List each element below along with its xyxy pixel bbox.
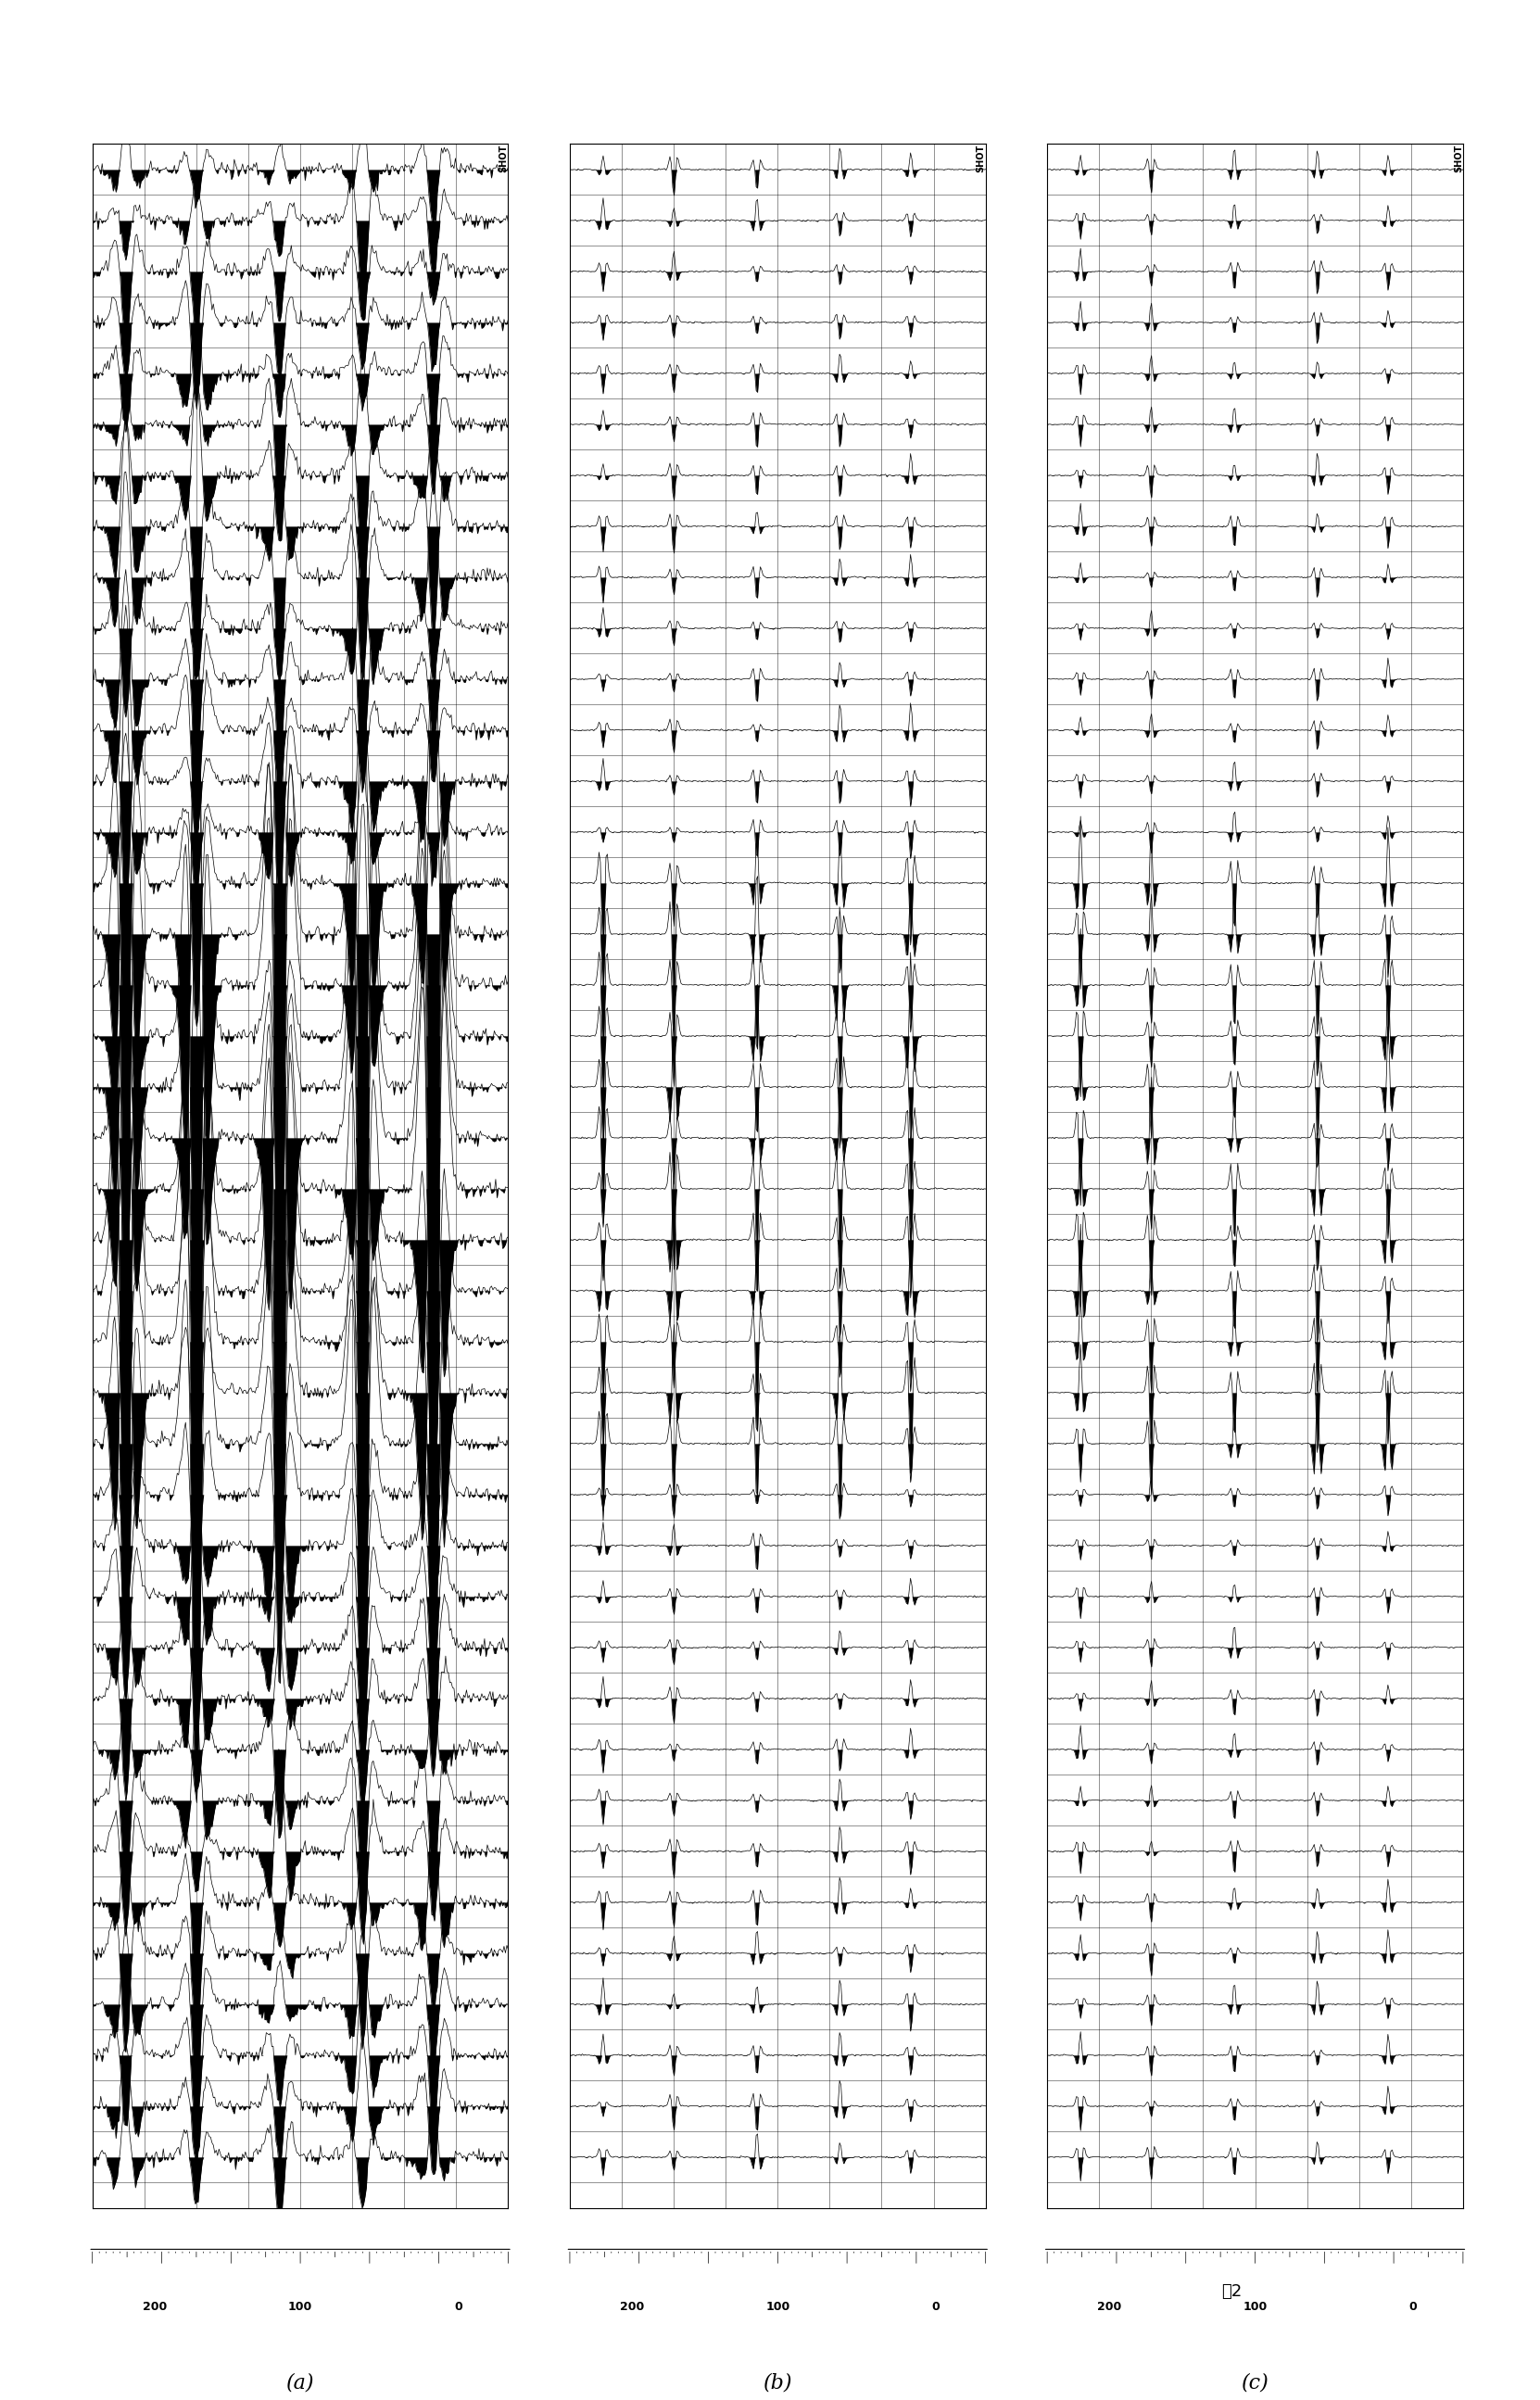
Text: SHOT: SHOT — [499, 144, 508, 173]
Text: 图2: 图2 — [1221, 2285, 1243, 2299]
Text: 0: 0 — [454, 2302, 462, 2314]
Text: 200: 200 — [1098, 2302, 1121, 2314]
Text: 100: 100 — [765, 2302, 790, 2314]
Text: SHOT: SHOT — [976, 144, 986, 173]
Text: (b): (b) — [764, 2374, 792, 2393]
Text: (c): (c) — [1241, 2374, 1269, 2393]
Text: 100: 100 — [1243, 2302, 1267, 2314]
Text: 200: 200 — [143, 2302, 166, 2314]
Text: 200: 200 — [621, 2302, 644, 2314]
Text: 0: 0 — [1409, 2302, 1417, 2314]
Text: 100: 100 — [288, 2302, 313, 2314]
Text: SHOT: SHOT — [1454, 144, 1463, 173]
Text: (a): (a) — [286, 2374, 314, 2393]
Text: 0: 0 — [932, 2302, 939, 2314]
